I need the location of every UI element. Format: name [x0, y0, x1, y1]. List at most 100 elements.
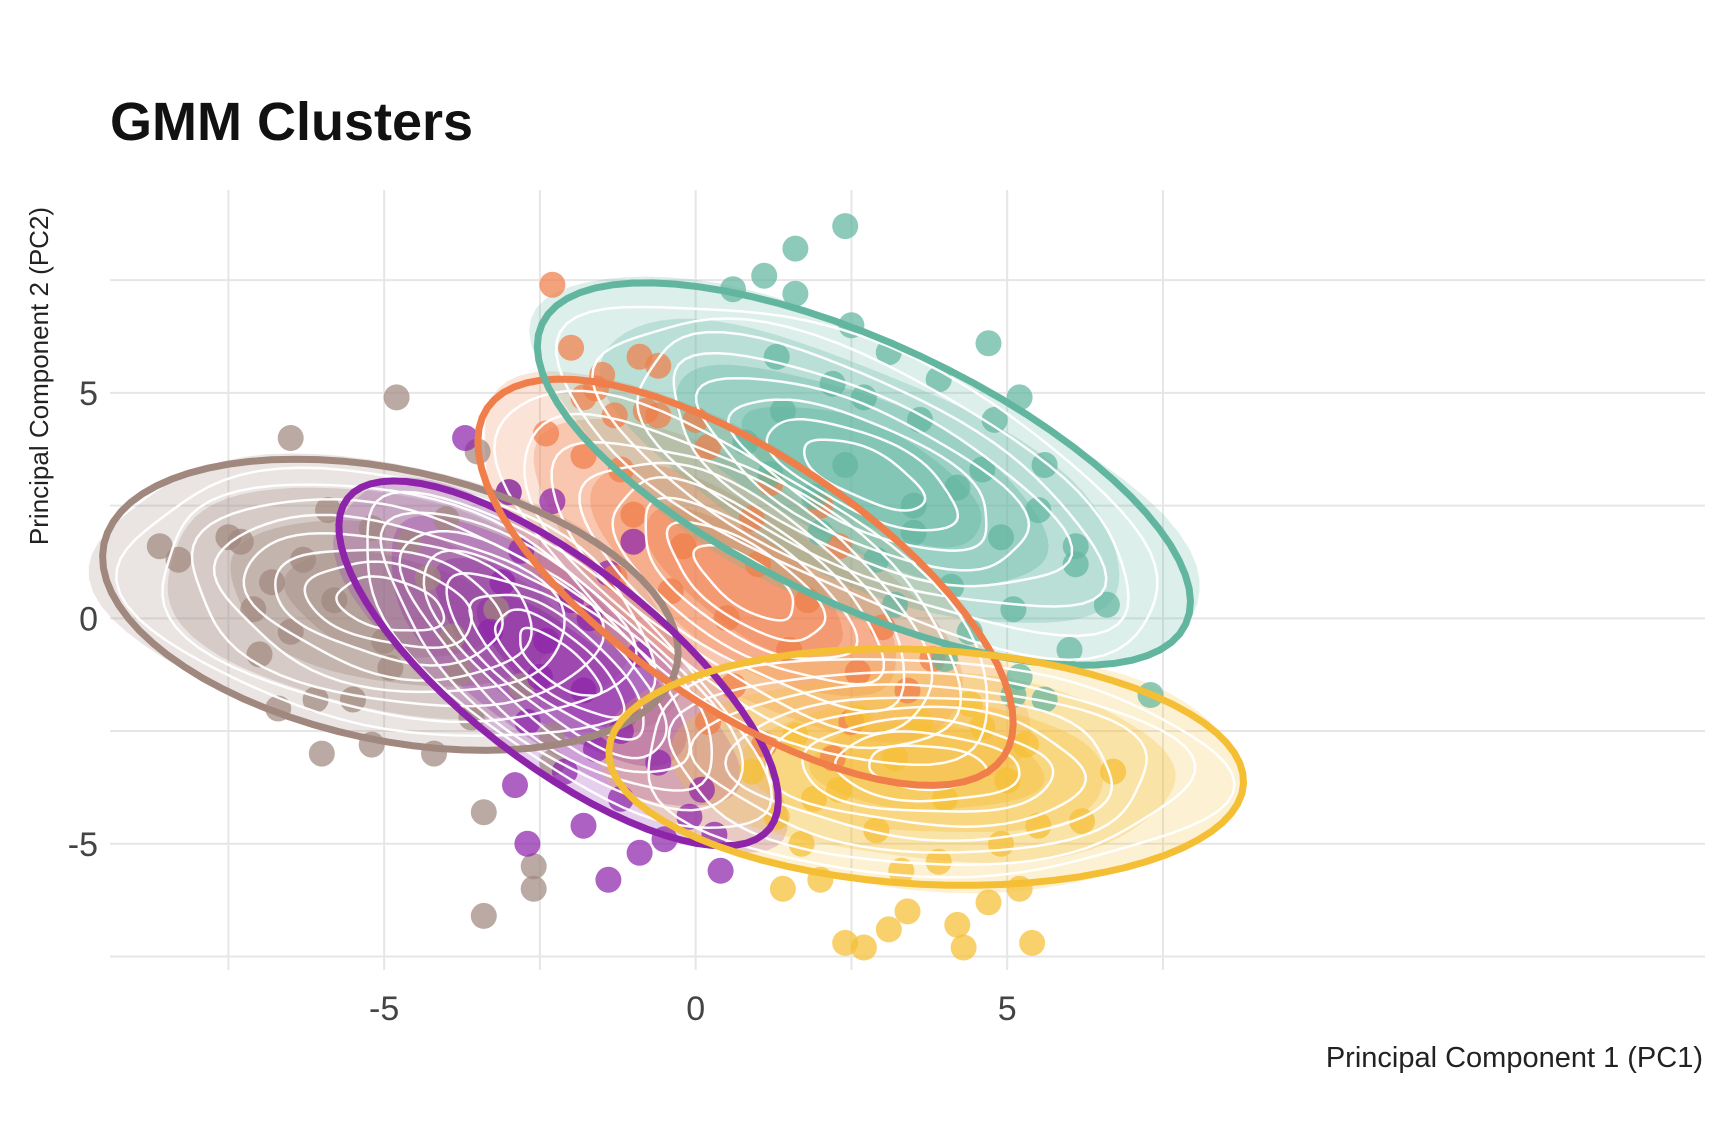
data-point — [277, 425, 304, 451]
density-contour — [591, 317, 1130, 638]
data-point — [769, 397, 796, 424]
data-point — [900, 492, 927, 519]
density-contour — [803, 438, 927, 512]
data-point — [240, 596, 267, 623]
data-point — [900, 519, 927, 546]
data-point — [315, 497, 342, 524]
density-contour — [335, 575, 446, 632]
cluster-ellipse — [474, 375, 1017, 789]
data-point — [259, 569, 285, 596]
density-layer — [88, 276, 1246, 894]
data-point — [950, 934, 977, 961]
density-contour — [635, 330, 1108, 608]
data-point — [994, 767, 1021, 794]
data-point — [551, 758, 578, 785]
data-point — [981, 406, 1008, 433]
data-point — [645, 352, 672, 379]
data-point — [645, 402, 672, 429]
density-contour — [647, 658, 1236, 879]
data-point — [1062, 551, 1089, 578]
data-point — [738, 758, 765, 785]
data-point — [707, 857, 734, 884]
density-contour — [468, 593, 645, 741]
data-point — [670, 533, 697, 560]
data-point — [751, 262, 778, 289]
data-point — [620, 528, 647, 555]
density-band — [675, 364, 1049, 586]
data-point — [533, 420, 560, 447]
density-band — [333, 477, 788, 853]
data-point — [788, 830, 815, 857]
data-point — [875, 916, 902, 943]
data-point — [570, 443, 597, 469]
data-point — [907, 406, 933, 433]
data-point — [452, 425, 479, 451]
density-band — [529, 276, 1200, 667]
data-point — [782, 235, 809, 262]
density-contour — [665, 520, 827, 643]
data-point — [850, 934, 877, 961]
data-point — [1000, 596, 1027, 623]
data-point — [863, 817, 890, 844]
x-tick-label: -5 — [369, 990, 399, 1028]
data-point — [470, 902, 497, 929]
data-point — [1012, 731, 1039, 758]
data-point — [227, 528, 254, 555]
density-contour — [726, 398, 988, 552]
y-tick-label: -5 — [68, 826, 98, 864]
data-point — [489, 569, 516, 596]
data-point — [975, 889, 1002, 916]
data-point — [975, 330, 1002, 357]
density-contour — [689, 683, 1148, 854]
density-band — [590, 463, 896, 697]
data-point — [988, 524, 1014, 551]
data-point — [1025, 812, 1052, 839]
data-point — [944, 911, 971, 938]
data-point — [520, 853, 547, 880]
data-point — [626, 839, 653, 866]
density-contour — [115, 466, 657, 737]
data-point — [832, 452, 859, 478]
data-point — [146, 533, 173, 560]
data-point — [595, 866, 622, 893]
density-contour — [555, 305, 1159, 662]
chart-title: GMM Clusters — [110, 92, 473, 152]
density-contour — [274, 548, 504, 667]
cluster-ellipse — [605, 645, 1248, 889]
data-point — [570, 812, 597, 839]
data-point — [1025, 497, 1052, 524]
density-contour — [519, 626, 603, 697]
data-point — [601, 402, 628, 429]
density-contour — [724, 696, 1114, 843]
y-tick-label: 0 — [79, 600, 98, 638]
density-contour — [523, 412, 963, 750]
x-tick-label: 0 — [686, 990, 705, 1028]
data-point — [944, 474, 971, 501]
x-axis-title: Principal Component 1 (PC1) — [1326, 1042, 1703, 1074]
density-contour — [644, 496, 859, 660]
data-point — [894, 898, 921, 925]
data-point — [925, 848, 952, 875]
data-point — [383, 384, 410, 411]
data-point — [502, 772, 528, 799]
data-point — [483, 596, 510, 623]
data-point — [1093, 591, 1120, 618]
density-contour — [801, 716, 1055, 813]
data-point — [832, 213, 859, 240]
data-point — [526, 663, 553, 690]
data-point — [470, 799, 497, 826]
data-point — [688, 776, 715, 803]
data-point — [558, 334, 585, 361]
density-contour — [578, 461, 906, 713]
data-point — [533, 627, 560, 654]
data-point — [539, 271, 566, 298]
data-point — [520, 875, 547, 902]
contour-layer — [115, 305, 1236, 879]
data-point — [888, 857, 915, 884]
density-band — [670, 672, 1176, 863]
data-point — [620, 501, 647, 528]
density-contour — [765, 418, 960, 532]
density-contour — [379, 511, 745, 812]
y-axis-title: Principal Component 2 (PC2) — [24, 207, 54, 545]
density-contour — [833, 730, 1021, 803]
